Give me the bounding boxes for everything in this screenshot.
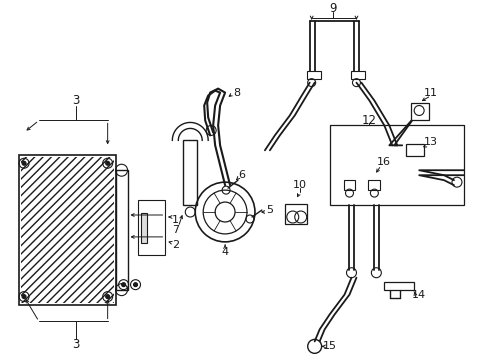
Bar: [406, 144, 423, 156]
Bar: [410, 103, 428, 121]
Circle shape: [105, 161, 109, 165]
Bar: [306, 71, 320, 78]
Text: 10: 10: [292, 180, 306, 190]
Circle shape: [122, 283, 125, 287]
Bar: [367, 180, 380, 190]
Text: 3: 3: [72, 338, 80, 351]
Bar: [351, 71, 365, 78]
Bar: [115, 170, 127, 290]
Text: 8: 8: [233, 87, 240, 98]
Bar: [141, 213, 147, 243]
Bar: [21, 157, 113, 302]
Text: 9: 9: [328, 3, 336, 15]
Bar: [183, 140, 197, 205]
Bar: [343, 180, 355, 190]
Text: 4: 4: [221, 247, 228, 257]
Text: 6: 6: [238, 170, 245, 180]
Text: 2: 2: [171, 240, 179, 250]
Text: 5: 5: [266, 205, 273, 215]
Circle shape: [22, 294, 26, 298]
Circle shape: [133, 283, 137, 287]
Text: 11: 11: [423, 87, 437, 98]
Bar: [19, 155, 115, 305]
Bar: [329, 125, 463, 205]
Text: 3: 3: [72, 94, 80, 107]
Text: 13: 13: [423, 138, 437, 147]
Text: 7: 7: [171, 225, 179, 235]
Circle shape: [22, 161, 26, 165]
Circle shape: [105, 294, 109, 298]
Text: 16: 16: [377, 157, 390, 167]
Text: 14: 14: [411, 289, 426, 300]
Bar: [284, 204, 306, 224]
Text: 12: 12: [361, 114, 376, 127]
Text: 15: 15: [322, 341, 336, 351]
Bar: [137, 200, 165, 255]
Bar: [384, 282, 413, 290]
Text: 1: 1: [171, 215, 179, 225]
